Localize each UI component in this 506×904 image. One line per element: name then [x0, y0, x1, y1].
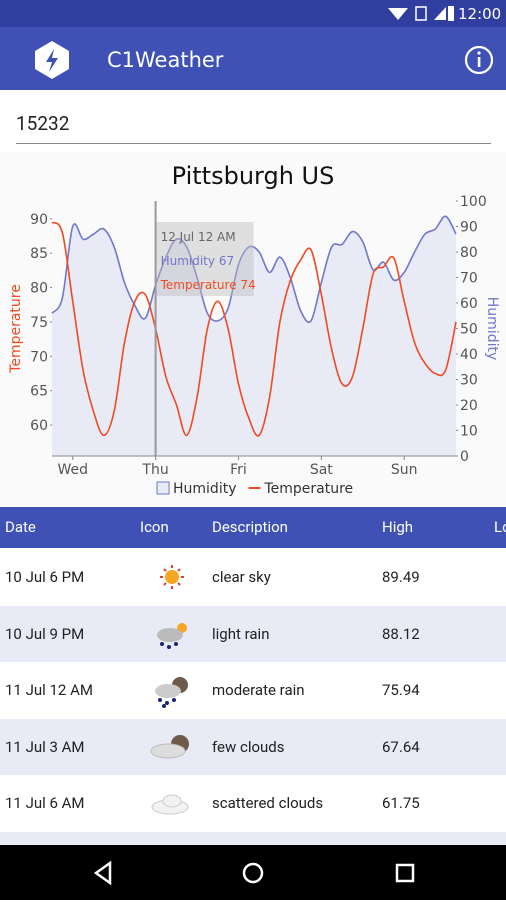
- weather-icon: [150, 729, 190, 765]
- y-tick-label: 90: [30, 212, 48, 228]
- header-cell: High: [382, 518, 414, 536]
- tooltip-item: Temperature 74: [160, 278, 256, 292]
- high-cell: 75.94: [382, 681, 420, 699]
- weather-icon: [150, 559, 190, 595]
- description-cell: scattered clouds: [212, 794, 324, 812]
- description-cell: moderate rain: [212, 681, 305, 699]
- legend-swatch: [156, 481, 170, 495]
- table-row: 10 Jul 9 PM light rain 88.12: [0, 605, 506, 662]
- series-line: [51, 221, 457, 437]
- y-tick-label: 80: [30, 281, 48, 297]
- recents-button[interactable]: [395, 863, 415, 883]
- table-row: 11 Jul 3 AM few clouds 67.64: [0, 718, 506, 775]
- y2-tick-label: 80: [460, 245, 478, 261]
- icon-graphic: [157, 622, 187, 649]
- icon-graphic: [160, 565, 184, 589]
- header-cell: Low: [494, 518, 506, 536]
- y-tick-label: 75: [30, 315, 48, 331]
- status-bar: 12:00: [0, 0, 506, 27]
- y2-tick-label: 30: [460, 373, 478, 389]
- y2-tick-label: 10: [460, 424, 478, 440]
- x-tick-label: Sat: [310, 462, 333, 478]
- y-tick-label: 60: [30, 418, 48, 434]
- icon-graphic: [151, 794, 189, 815]
- y2-tick-label: 90: [460, 220, 478, 236]
- y-tick-label: 65: [30, 384, 48, 400]
- tooltip-box: [156, 222, 254, 296]
- status-time: 12:00: [458, 5, 501, 23]
- description-cell: clear sky: [212, 568, 271, 586]
- high-cell: 67.64: [382, 737, 420, 756]
- date-cell: 11 Jul 6 AM: [5, 794, 85, 812]
- app-title: C1Weather: [107, 48, 224, 72]
- tooltip-item-value: 67: [219, 254, 234, 268]
- series-line: [51, 215, 457, 324]
- icon-graphic: [155, 677, 188, 708]
- table-row: 11 Jul 6 AM scattered clouds 61.75: [0, 775, 506, 831]
- nav-icons: [93, 860, 415, 886]
- table-row: 10 Jul 6 PM clear sky 89.49: [0, 549, 506, 605]
- table-header: Date Icon Description High Low: [0, 507, 506, 548]
- zip-input[interactable]: 15232: [16, 112, 491, 144]
- y-axis-label: Temperature: [8, 284, 24, 374]
- tooltip-title: 12 Jul 12 AM: [161, 230, 236, 244]
- description-cell: few clouds: [212, 737, 285, 756]
- y2-tick-label: 0: [460, 449, 469, 465]
- app-bar-icons: C1Weather: [35, 41, 494, 79]
- y2-tick-label: 50: [460, 322, 478, 338]
- y2-axis-label: Humidity: [484, 297, 500, 360]
- back-button[interactable]: [93, 860, 112, 886]
- x-tick-label: Thu: [141, 462, 168, 478]
- x-tick-label: Wed: [57, 462, 88, 478]
- high-cell: 88.12: [382, 624, 420, 643]
- high-cell: 89.49: [382, 568, 420, 586]
- tooltip-item-label: Temperature: [160, 278, 237, 292]
- y-tick-label: 85: [30, 246, 48, 262]
- date-cell: 11 Jul 12 AM: [5, 681, 93, 699]
- tooltip-item-value: 74: [240, 278, 255, 292]
- tooltip-item-label: Humidity: [161, 254, 215, 268]
- icon-graphic: [150, 734, 189, 758]
- y2-tick-label: 40: [460, 347, 478, 363]
- x-tick-label: Fri: [230, 462, 247, 478]
- status-icons: 12:00: [388, 5, 501, 23]
- table-row: 11 Jul 12 AM moderate rain 75.94: [0, 662, 506, 718]
- y2-tick-label: 70: [460, 271, 478, 287]
- tooltip-item: Humidity 67: [161, 254, 235, 268]
- date-cell: 10 Jul 9 PM: [5, 624, 85, 643]
- y2-tick-label: 60: [460, 296, 478, 312]
- y2-tick-label: 20: [460, 398, 478, 414]
- info-button[interactable]: [464, 45, 494, 75]
- chart-title: Pittsburgh US: [172, 162, 335, 190]
- series-area: [52, 216, 456, 456]
- weather-icon: [150, 785, 190, 821]
- header-cell: Icon: [140, 518, 169, 536]
- forecast-table: Date Icon Description High Low 10 Jul 6 PM cle…: [0, 507, 506, 845]
- x-tick-label: Sun: [391, 462, 418, 478]
- header-cell: Description: [212, 518, 288, 536]
- y-tick-label: 70: [30, 349, 48, 365]
- chart: Pittsburgh US 60 65 70 75 80 85 90 0 10 20 30 40 50 6…: [0, 152, 506, 506]
- date-cell: 10 Jul 6 PM: [5, 568, 85, 586]
- weather-icon: [150, 672, 190, 708]
- y2-tick-label: 100: [460, 194, 487, 210]
- nav-bar: [0, 845, 506, 900]
- table-row-partial: [0, 831, 506, 845]
- legend-label: Temperature: [263, 481, 353, 497]
- home-button[interactable]: [242, 862, 264, 884]
- date-cell: 11 Jul 3 AM: [5, 737, 85, 756]
- chart-area: Pittsburgh US 60 65 70 75 80 85 90 0 10 20 30 40 50 6…: [0, 152, 506, 506]
- weather-icon: [150, 616, 190, 652]
- header-cell: Date: [5, 518, 36, 536]
- description-cell: light rain: [212, 624, 270, 643]
- app-bar: C1Weather: [0, 27, 506, 90]
- high-cell: 61.75: [382, 794, 420, 812]
- legend-label: Humidity: [173, 481, 236, 497]
